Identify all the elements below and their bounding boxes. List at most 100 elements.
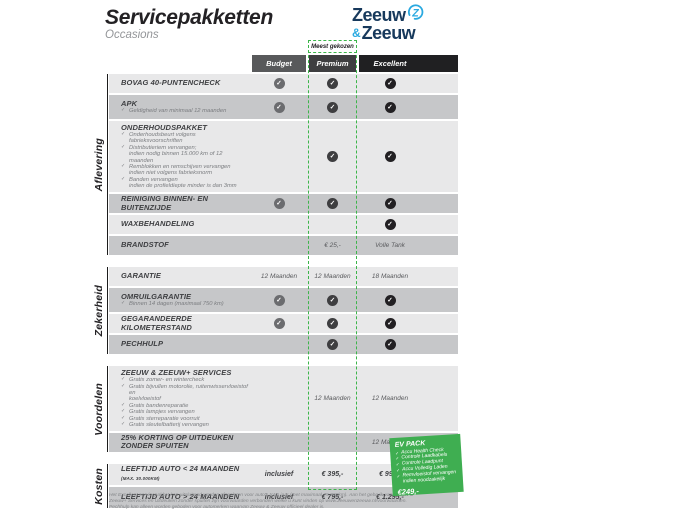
table-row: OMRUILGARANTIE ✓ Binnen 14 dagen (maximaal… [109,288,458,313]
cell-value: inclusief [264,493,294,501]
cell-budget: ✓ [252,314,306,333]
row-label: GEGARANDEERDE KILOMETERSTAND [121,314,192,332]
most-chosen-badge: Meest gekozen [308,40,357,53]
row-subitem: ✓ Gratis sleutelbatterij vervangen [121,422,248,428]
row-label-cell: ONDERHOUDSPAKKET ✓ Onderhoudsbeurt volgens… [109,122,252,190]
footnote: Het Excellent servicepakket kan uitsluit… [109,493,414,510]
section-label: Zekerheid [93,284,105,337]
check-mark-icon: ✓ [121,132,126,137]
check-icon: ✓ [384,318,396,330]
table-row: ONDERHOUDSPAKKET ✓ Onderhoudsbeurt volgens… [109,121,458,193]
row-subitem: indien de profieldiepte minder is dan 3m… [129,183,248,189]
logo-word-bottom: Zeeuw [361,23,416,43]
row-label: ONDERHOUDSPAKKET [121,122,208,132]
cell-premium: € 25,- [309,236,356,255]
cell-premium: € 795,- [309,487,356,508]
column-header: Budget [252,55,306,72]
cell-excellent: ✓ [359,314,458,333]
cell-excellent: ✓ [359,194,458,213]
column-header: Premium [309,55,356,72]
row-label: BOVAG 40-PUNTENCHECK [121,78,221,88]
cell-value: 12 Maanden [260,273,298,281]
check-icon: ✓ [273,318,285,330]
cell-excellent: 12 Maanden [359,369,458,429]
check-icon: ✓ [273,78,285,89]
check-icon: ✓ [273,101,285,113]
cell-budget [252,433,306,452]
row-label: BRANDSTOF [121,240,169,250]
logo-line-2: & Zeeuw [352,23,452,43]
cell-premium: ✓ [309,124,356,190]
row-label-cell: BOVAG 40-PUNTENCHECK [109,74,252,93]
check-icon: ✓ [327,318,338,330]
check-icon: ✓ [327,198,338,210]
cell-excellent: ✓ [359,74,458,93]
cell-premium [309,433,356,452]
row-subitem: ✓ Gratis bijvullen motorolie, ruitenwisse… [121,384,248,397]
cell-premium: 12 Maanden [309,267,356,286]
check-icon: ✓ [384,151,396,163]
check-mark-icon: ✓ [121,301,126,307]
row-label: APK [121,98,138,108]
cell-value: € 995,- [379,470,401,478]
zeeuw-en-zeeuw-logo: Zeeuw Z & Zeeuw [352,4,452,43]
cell-excellent: ✓ [359,215,458,234]
check-mark-icon: ✓ [121,164,126,170]
check-icon: ✓ [384,219,396,231]
cell-value: 12 Maanden [371,395,409,403]
section-rail: Kosten [83,463,108,508]
check-icon: ✓ [327,339,338,351]
row-subitem-text: Banden vervangen [129,176,178,183]
cell-excellent: ✓ [359,291,458,310]
row-subitem-text: Gratis zomer- en wintercheck [129,377,205,384]
row-subitem-text: Gratis sleutelbatterij vervangen [129,422,209,428]
row-subitem-text: Binnen 14 dagen (maximaal 750 km) [129,301,224,308]
row-label-cell: 25% KORTING OP UITDEUKEN ZONDER SPUITEN [109,433,252,452]
row-subitem: ✓ Gratis zomer- en wintercheck [121,377,248,383]
row-label-cell: PECHHULP [109,335,252,354]
table-row: BRANDSTOF € 25,- Volle Tank [109,236,458,256]
section-label: Aflevering [93,137,105,192]
cell-premium: ✓ [309,98,356,117]
row-subitem: ✓ Gratis bandenreparatie [121,403,248,409]
table-row: LEEFTIJD AUTO > 24 MAANDEN inclusief € 795… [109,486,458,508]
cell-premium: ✓ [309,314,356,333]
cell-budget: ✓ [252,74,306,93]
cell-value: inclusief [264,470,294,478]
check-icon: ✓ [384,294,396,306]
cell-budget [252,236,306,255]
row-label: GARANTIE [121,271,161,281]
row-label-note: (MAX. 30.000KM) [121,476,160,482]
cell-value: € 795,- [321,493,344,501]
cell-premium: ✓ [309,291,356,310]
row-label: 25% KORTING OP UITDEUKEN ZONDER SPUITEN [121,432,234,451]
row-subitem: ✓ Gratis sterreparatie voorruit [121,416,248,422]
row-subitem-text: Gratis sterreparatie voorruit [129,415,200,422]
row-label: PECHHULP [121,339,164,349]
row-subitem-text: Remblokken en remschijven vervangen [129,164,231,171]
table-row: WAXBEHANDELING ✓ [109,215,458,235]
logo-line-1: Zeeuw Z [352,4,452,25]
cell-premium: ✓ [309,194,356,213]
ev-pack-card: EV PACK ✓ Accu Health Check ✓ Controle Laad… [389,433,464,497]
row-subitem-text: Onderhoudsbeurt volgens fabrieksvoorschr… [129,132,196,145]
cell-budget [252,124,306,190]
row-subitem: ✓ Remblokken en remschijven vervangen [121,164,248,170]
cell-budget [252,215,306,234]
row-subitem-text: koelvloeistof [129,396,161,403]
row-subitem-text: Gratis bandenreparatie [129,402,189,409]
check-icon: ✓ [327,101,338,113]
cell-excellent: € 1.295,- [359,487,458,508]
section-aflevering: Aflevering BOVAG 40-PUNTENCHECK ✓ ✓ ✓ APK ✓ Gel… [93,74,458,256]
cell-value: Volle Tank [375,242,405,250]
table-row: PECHHULP ✓ ✓ [109,335,458,355]
row-subitem: ✓ Geldigheid van minimaal 12 maanden [121,108,248,114]
row-label: WAXBEHANDELING [121,219,195,229]
check-icon: ✓ [327,294,338,306]
row-label-cell: LEEFTIJD AUTO < 24 MAANDEN (MAX. 30.000K… [109,464,252,485]
check-icon: ✓ [327,78,338,89]
ev-pack-items: ✓ Accu Health Check ✓ Controle Laadkabels ✓ C… [395,446,459,486]
cell-premium [309,215,356,234]
row-label: REINIGING BINNEN- EN BUITENZIJDE [121,194,209,212]
